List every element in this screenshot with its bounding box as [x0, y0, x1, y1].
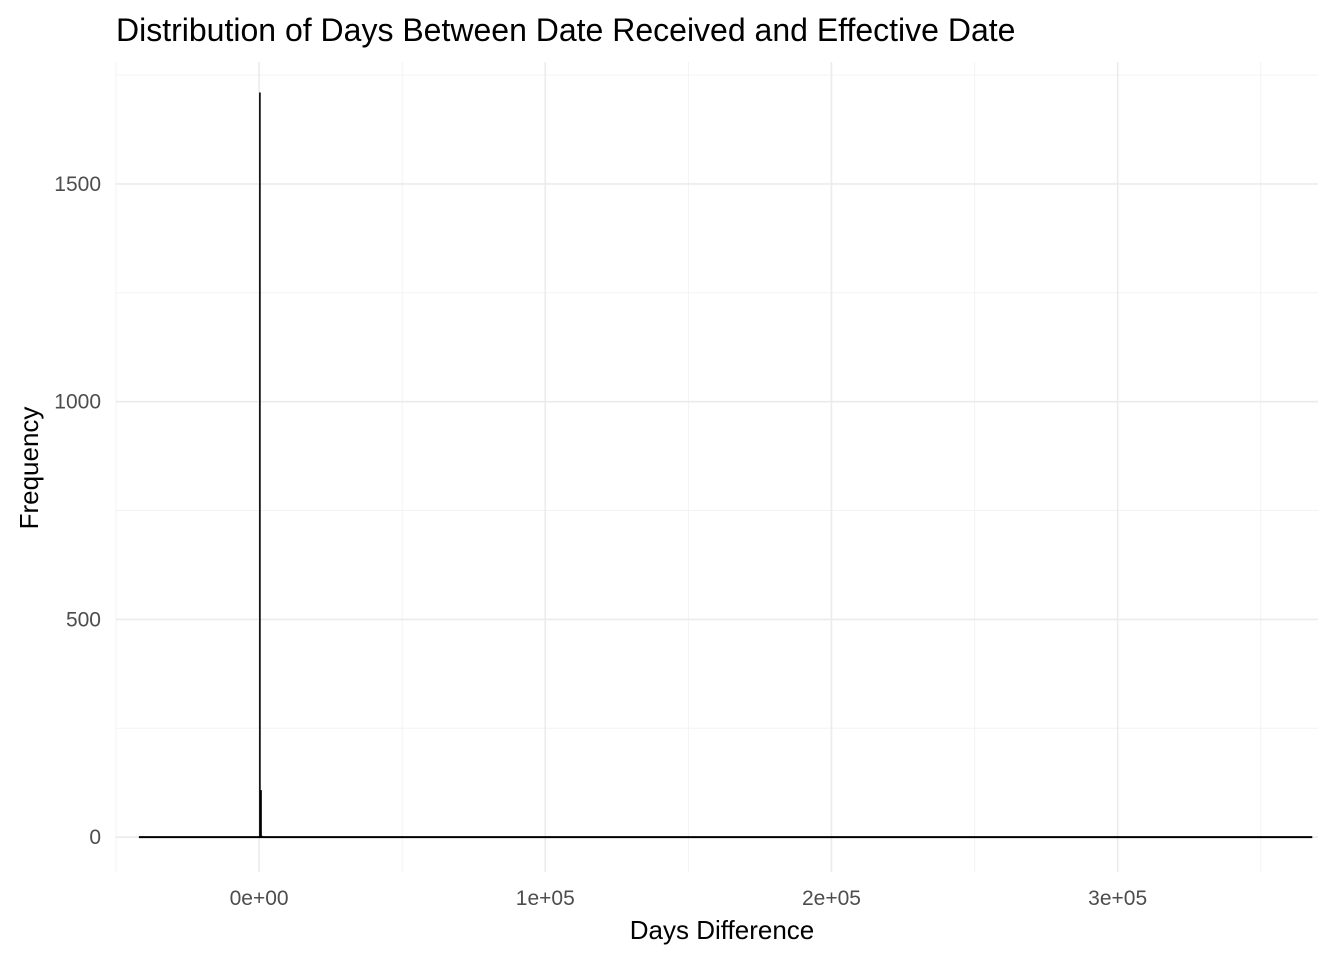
- major-gridlines: [116, 62, 1318, 872]
- y-tick-label: 1500: [54, 173, 101, 196]
- x-tick-label: 0e+00: [230, 887, 289, 910]
- y-tick-label: 0: [89, 826, 101, 849]
- x-axis-tick-labels: 0e+00 1e+05 2e+05 3e+05: [230, 887, 1148, 910]
- x-axis-title: Days Difference: [630, 915, 815, 945]
- chart-title: Distribution of Days Between Date Receiv…: [116, 12, 1015, 48]
- histogram-bar: [260, 790, 262, 838]
- y-tick-label: 500: [66, 608, 101, 631]
- x-tick-label: 1e+05: [516, 887, 575, 910]
- histogram-bar: [259, 92, 261, 838]
- histogram-bars: [138, 92, 1313, 839]
- x-tick-label: 2e+05: [802, 887, 861, 910]
- y-axis-tick-labels: 0 500 1000 1500: [54, 173, 101, 849]
- y-axis-title: Frequency: [14, 407, 44, 530]
- x-tick-label: 3e+05: [1088, 887, 1147, 910]
- y-tick-label: 1000: [54, 391, 101, 414]
- histogram-bar: [261, 835, 263, 838]
